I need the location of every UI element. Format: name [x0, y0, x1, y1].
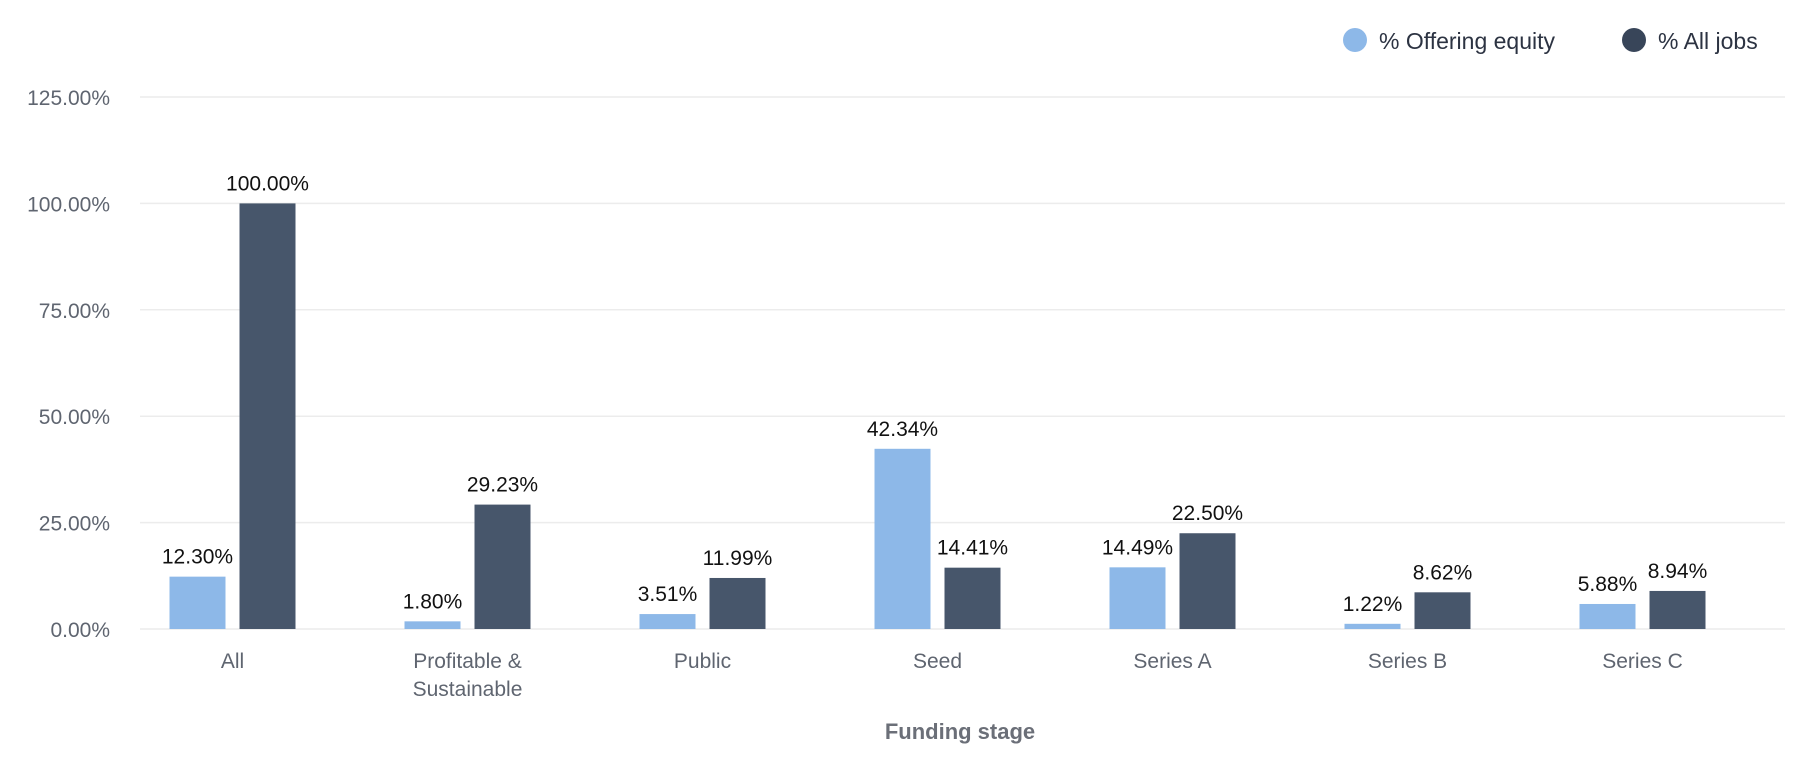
data-label: 8.62%: [1413, 561, 1473, 584]
x-category-label: All: [221, 650, 244, 673]
x-category-label: Public: [674, 650, 731, 673]
data-label: 3.51%: [638, 583, 698, 606]
y-tick-label: 125.00%: [27, 87, 110, 110]
data-label: 14.49%: [1102, 536, 1173, 559]
data-label: 1.22%: [1343, 593, 1403, 616]
legend-label: % Offering equity: [1379, 28, 1556, 54]
legend-label: % All jobs: [1658, 28, 1758, 54]
data-label: 14.41%: [937, 537, 1008, 560]
x-category-label: Series C: [1602, 650, 1683, 673]
x-category-label: Profitable & Sustainable: [413, 650, 523, 701]
data-label: 1.80%: [403, 590, 463, 613]
bar-all-jobs[interactable]: [1649, 590, 1706, 629]
y-axis-ticks: 0.00% 25.00% 50.00% 75.00% 100.00% 125.00%: [27, 87, 110, 642]
bars: [169, 203, 1706, 629]
data-label: 22.50%: [1172, 502, 1243, 525]
bar-offering-equity[interactable]: [1109, 567, 1166, 629]
bar-offering-equity[interactable]: [874, 448, 931, 629]
data-label: 42.34%: [867, 418, 938, 441]
x-axis-categories: All Profitable & Sustainable Public Seed Seri…: [221, 650, 1683, 701]
y-tick-label: 0.00%: [50, 619, 110, 642]
bar-offering-equity[interactable]: [169, 576, 226, 629]
y-tick-label: 75.00%: [39, 300, 110, 323]
legend-offering-equity[interactable]: % Offering equity: [1343, 28, 1556, 54]
y-tick-label: 50.00%: [39, 406, 110, 429]
data-labels: 12.30% 100.00% 1.80% 29.23% 3.51%11.99% 42.34…: [162, 172, 1707, 615]
legend: % Offering equity % All jobs: [1343, 28, 1758, 54]
y-tick-label: 100.00%: [27, 193, 110, 216]
bar-all-jobs[interactable]: [1179, 533, 1236, 629]
data-label: 12.30%: [162, 546, 233, 569]
data-label: 29.23%: [467, 474, 538, 497]
bar-offering-equity[interactable]: [639, 614, 696, 629]
bar-all-jobs[interactable]: [1414, 592, 1471, 629]
bar-all-jobs[interactable]: [944, 567, 1001, 629]
data-label: 8.94%: [1648, 560, 1708, 583]
bar-all-jobs[interactable]: [474, 504, 531, 629]
x-axis-title: Funding stage: [885, 719, 1035, 744]
x-category-label: Seed: [913, 650, 962, 673]
x-category-label: Series A: [1133, 650, 1211, 673]
y-tick-label: 25.00%: [39, 513, 110, 536]
data-label: 100.00%: [226, 172, 309, 195]
bar-offering-equity[interactable]: [404, 621, 461, 629]
gridlines: [140, 96, 1785, 630]
data-label: 11.99%: [703, 547, 773, 570]
x-category-label: Series B: [1368, 650, 1447, 673]
bar-offering-equity[interactable]: [1344, 623, 1401, 629]
legend-marker: [1343, 28, 1367, 52]
bar-offering-equity[interactable]: [1579, 603, 1636, 629]
legend-all-jobs[interactable]: % All jobs: [1622, 28, 1758, 54]
data-label: 5.88%: [1578, 573, 1638, 596]
bar-all-jobs[interactable]: [239, 203, 296, 629]
bar-all-jobs[interactable]: [709, 577, 766, 629]
legend-marker: [1622, 28, 1646, 52]
